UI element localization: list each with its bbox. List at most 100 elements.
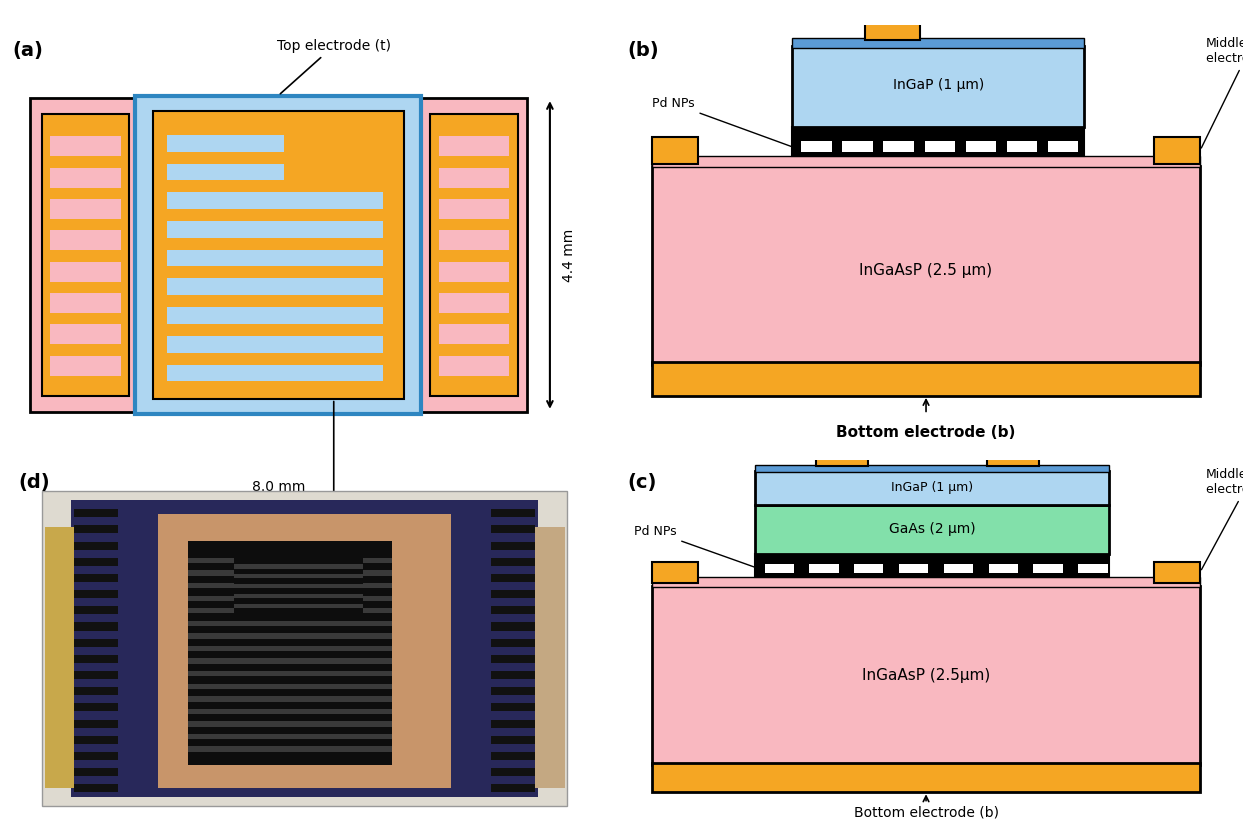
Bar bbox=[756, 465, 1109, 472]
Bar bbox=[51, 324, 121, 344]
Bar bbox=[188, 646, 393, 651]
Bar bbox=[188, 734, 393, 739]
Bar bbox=[802, 140, 832, 152]
Bar bbox=[966, 140, 996, 152]
Bar bbox=[439, 231, 510, 250]
Bar bbox=[988, 564, 1018, 573]
Bar bbox=[651, 137, 697, 164]
Bar bbox=[51, 293, 121, 313]
Bar bbox=[817, 446, 868, 466]
Bar bbox=[51, 168, 121, 187]
Bar bbox=[439, 262, 510, 282]
Bar bbox=[42, 114, 129, 396]
Bar bbox=[73, 558, 118, 566]
Text: (b): (b) bbox=[628, 41, 659, 59]
Bar bbox=[235, 564, 363, 568]
Bar bbox=[1155, 137, 1201, 164]
Bar bbox=[188, 608, 393, 614]
Bar bbox=[188, 595, 393, 601]
Bar bbox=[51, 356, 121, 375]
Bar bbox=[188, 709, 393, 714]
Bar bbox=[168, 164, 285, 181]
Bar bbox=[159, 513, 450, 788]
Text: Bottom electrode (b): Bottom electrode (b) bbox=[854, 806, 998, 819]
Text: Bottom electrode (b): Bottom electrode (b) bbox=[837, 426, 1016, 440]
Bar bbox=[188, 747, 393, 752]
Bar bbox=[1078, 564, 1108, 573]
Text: (d): (d) bbox=[19, 473, 50, 492]
Bar bbox=[536, 528, 564, 788]
Bar bbox=[73, 509, 118, 517]
Bar bbox=[168, 192, 383, 209]
Bar bbox=[188, 620, 393, 626]
Bar bbox=[651, 362, 1201, 396]
Text: GaAs (2 μm): GaAs (2 μm) bbox=[889, 522, 976, 537]
Bar bbox=[235, 584, 363, 589]
Bar bbox=[491, 655, 536, 663]
Bar bbox=[73, 655, 118, 663]
Bar bbox=[45, 528, 73, 788]
Bar bbox=[135, 95, 421, 415]
Bar bbox=[235, 604, 363, 608]
Bar bbox=[168, 336, 383, 353]
Bar bbox=[73, 639, 118, 647]
Bar bbox=[73, 752, 118, 760]
Bar bbox=[809, 564, 839, 573]
Bar bbox=[168, 308, 383, 324]
Text: Pd NPs: Pd NPs bbox=[634, 525, 756, 568]
Bar bbox=[651, 166, 1201, 364]
Bar bbox=[51, 136, 121, 156]
Bar bbox=[188, 684, 393, 689]
Bar bbox=[491, 606, 536, 614]
Bar bbox=[651, 763, 1201, 793]
Bar bbox=[491, 687, 536, 696]
Bar bbox=[491, 558, 536, 566]
Bar bbox=[491, 542, 536, 550]
Bar bbox=[235, 574, 363, 579]
Bar bbox=[491, 574, 536, 582]
Bar bbox=[756, 505, 1109, 554]
Bar bbox=[843, 140, 873, 152]
Text: Top electrode (t): Top electrode (t) bbox=[277, 39, 390, 94]
Bar bbox=[235, 550, 363, 617]
Bar bbox=[651, 155, 1201, 167]
Bar bbox=[491, 639, 536, 647]
Text: Pd NPs: Pd NPs bbox=[651, 97, 793, 147]
Bar bbox=[491, 752, 536, 760]
Bar bbox=[168, 364, 383, 381]
Bar bbox=[30, 99, 527, 412]
Bar bbox=[987, 446, 1039, 466]
Bar bbox=[439, 168, 510, 187]
Bar bbox=[51, 262, 121, 282]
Text: InGaAsP (2.5μm): InGaAsP (2.5μm) bbox=[861, 668, 991, 683]
Bar bbox=[651, 585, 1201, 766]
Text: Middle electrode (m): Middle electrode (m) bbox=[261, 401, 406, 518]
Bar bbox=[439, 356, 510, 375]
Bar bbox=[73, 574, 118, 582]
Bar bbox=[792, 46, 1084, 127]
Bar bbox=[73, 606, 118, 614]
Bar bbox=[73, 736, 118, 744]
Bar bbox=[73, 687, 118, 696]
Bar bbox=[491, 768, 536, 776]
Bar bbox=[925, 140, 955, 152]
Bar bbox=[439, 324, 510, 344]
Bar bbox=[73, 590, 118, 599]
Bar bbox=[491, 509, 536, 517]
Bar bbox=[792, 38, 1084, 48]
Bar bbox=[153, 111, 404, 399]
Bar bbox=[1048, 140, 1078, 152]
Bar bbox=[73, 671, 118, 679]
Bar bbox=[235, 594, 363, 599]
Bar bbox=[756, 554, 1109, 577]
Bar bbox=[168, 221, 383, 237]
Text: InGaP (1 μm): InGaP (1 μm) bbox=[891, 482, 973, 494]
Bar bbox=[899, 564, 929, 573]
Bar bbox=[73, 703, 118, 711]
Bar bbox=[42, 492, 567, 806]
Bar bbox=[854, 564, 884, 573]
Text: (c): (c) bbox=[628, 473, 658, 492]
Bar bbox=[764, 564, 794, 573]
Bar bbox=[51, 231, 121, 250]
Bar bbox=[491, 671, 536, 679]
